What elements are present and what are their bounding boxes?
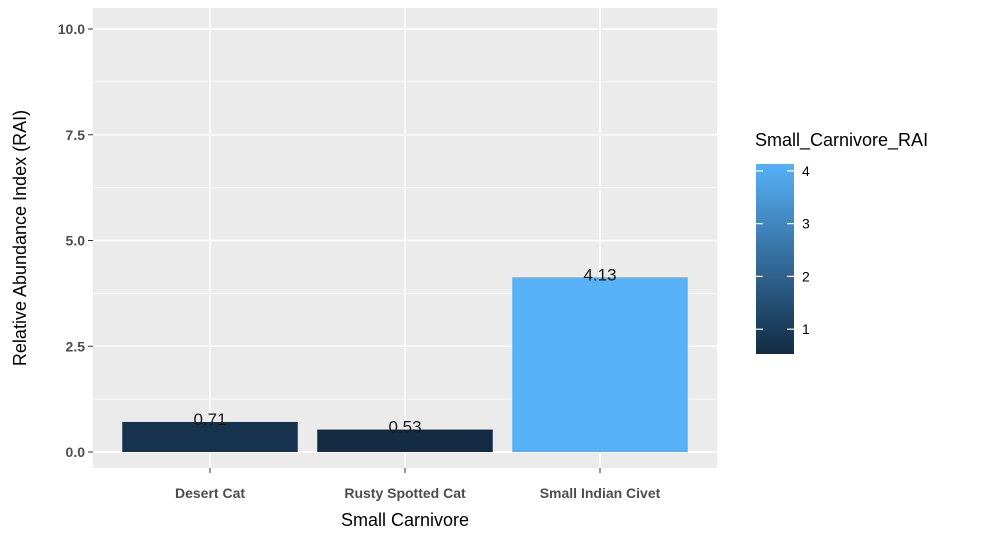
colorbar-tick-label: 2	[802, 268, 810, 284]
x-tick-label: Desert Cat	[175, 485, 245, 501]
bar	[317, 429, 493, 452]
data-label: 0.53	[388, 418, 421, 437]
y-tick-label: 5.0	[66, 233, 86, 249]
major-gridlines	[93, 8, 717, 468]
bars	[122, 277, 688, 452]
data-labels: 0.71 0.53 4.13	[193, 265, 616, 436]
y-tick-label: 0.0	[66, 444, 86, 460]
y-tick-label: 7.5	[66, 127, 86, 143]
bar	[122, 421, 298, 452]
data-label: 4.13	[583, 265, 616, 284]
y-tick-label: 10.0	[58, 21, 85, 37]
x-tick-label: Small Indian Civet	[540, 485, 661, 501]
colorbar-ticks: 1 2 3 4	[756, 163, 810, 337]
legend-title: Small_Carnivore_RAI	[755, 130, 928, 151]
colorbar-legend: Small_Carnivore_RAI 1 2 3 4	[755, 130, 928, 354]
y-axis-title: Relative Abundance Index (RAI)	[10, 110, 30, 366]
data-label: 0.71	[193, 410, 226, 429]
colorbar-tick-label: 4	[802, 163, 810, 179]
x-axis-title: Small Carnivore	[341, 510, 469, 530]
y-axis-ticks: 0.0 2.5 5.0 7.5 10.0	[58, 21, 93, 460]
x-axis-ticks: Desert Cat Rusty Spotted Cat Small Indian …	[175, 468, 661, 501]
bar	[512, 277, 688, 452]
colorbar-tick-label: 3	[802, 216, 810, 232]
colorbar-tick-label: 1	[802, 321, 810, 337]
x-tick-label: Rusty Spotted Cat	[344, 485, 466, 501]
y-tick-label: 2.5	[66, 338, 86, 354]
colorbar	[756, 164, 794, 354]
